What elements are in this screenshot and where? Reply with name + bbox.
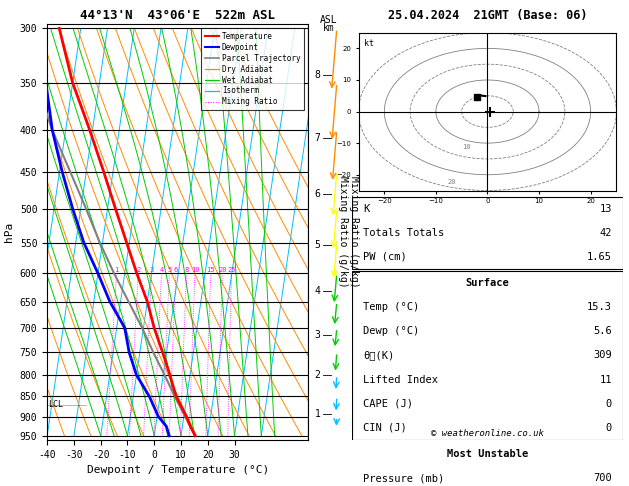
Text: Lifted Index: Lifted Index <box>363 375 438 384</box>
Text: Mixing Ratio (g/kg): Mixing Ratio (g/kg) <box>349 176 359 288</box>
Text: Dewp (°C): Dewp (°C) <box>363 327 420 336</box>
Text: 42: 42 <box>599 228 612 238</box>
Text: 6: 6 <box>314 189 320 199</box>
Text: 5: 5 <box>314 240 320 250</box>
Text: 1: 1 <box>314 409 320 419</box>
Text: 7: 7 <box>314 133 320 143</box>
Text: 25: 25 <box>227 267 236 273</box>
Text: 3: 3 <box>150 267 153 273</box>
Bar <box>352 271 623 440</box>
Text: CAPE (J): CAPE (J) <box>363 399 413 409</box>
Text: Mixing Ratio (g/kg): Mixing Ratio (g/kg) <box>338 176 348 288</box>
Text: 1.65: 1.65 <box>587 252 612 262</box>
Text: © weatheronline.co.uk: © weatheronline.co.uk <box>431 429 544 438</box>
Text: θᴄ(K): θᴄ(K) <box>363 350 394 361</box>
Text: 2: 2 <box>136 267 140 273</box>
Text: Temp (°C): Temp (°C) <box>363 302 420 312</box>
Text: kt: kt <box>364 39 374 48</box>
Text: 5.6: 5.6 <box>593 327 612 336</box>
Text: 10: 10 <box>191 267 199 273</box>
Text: 6: 6 <box>174 267 178 273</box>
Text: 25.04.2024  21GMT (Base: 06): 25.04.2024 21GMT (Base: 06) <box>387 9 587 22</box>
Text: 700: 700 <box>593 473 612 483</box>
Bar <box>352 442 623 486</box>
Text: 15.3: 15.3 <box>587 302 612 312</box>
Text: CIN (J): CIN (J) <box>363 423 407 433</box>
Text: Most Unstable: Most Unstable <box>447 449 528 459</box>
Text: 8: 8 <box>314 69 320 80</box>
Text: km: km <box>323 23 335 33</box>
Text: 3: 3 <box>314 330 320 340</box>
Text: 20: 20 <box>447 179 455 185</box>
Text: PW (cm): PW (cm) <box>363 252 407 262</box>
Text: 10: 10 <box>462 144 471 151</box>
Text: LCL: LCL <box>48 400 64 409</box>
Text: ASL: ASL <box>320 15 338 24</box>
Text: Totals Totals: Totals Totals <box>363 228 444 238</box>
Text: 0: 0 <box>606 399 612 409</box>
Text: 13: 13 <box>599 204 612 214</box>
Bar <box>352 197 623 269</box>
Title: 44°13'N  43°06'E  522m ASL: 44°13'N 43°06'E 522m ASL <box>80 9 276 22</box>
Text: 309: 309 <box>593 350 612 361</box>
X-axis label: Dewpoint / Temperature (°C): Dewpoint / Temperature (°C) <box>87 465 269 475</box>
Text: Surface: Surface <box>465 278 509 288</box>
Text: K: K <box>363 204 369 214</box>
Text: 2: 2 <box>314 370 320 380</box>
Y-axis label: hPa: hPa <box>4 222 14 242</box>
Text: 0: 0 <box>606 423 612 433</box>
Text: 4: 4 <box>159 267 164 273</box>
Text: 20: 20 <box>218 267 226 273</box>
Text: 11: 11 <box>599 375 612 384</box>
Text: 1: 1 <box>114 267 119 273</box>
Text: 8: 8 <box>184 267 189 273</box>
Text: 5: 5 <box>167 267 172 273</box>
Text: 4: 4 <box>314 286 320 295</box>
Text: Pressure (mb): Pressure (mb) <box>363 473 444 483</box>
Text: 15: 15 <box>206 267 215 273</box>
Legend: Temperature, Dewpoint, Parcel Trajectory, Dry Adiabat, Wet Adiabat, Isotherm, Mi: Temperature, Dewpoint, Parcel Trajectory… <box>201 28 304 110</box>
